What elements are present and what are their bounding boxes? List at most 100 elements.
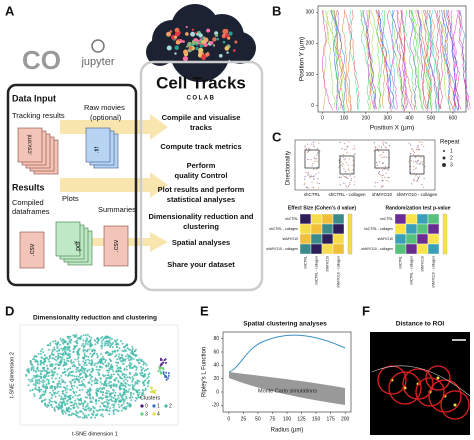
tsne-point xyxy=(52,381,55,384)
tsne-point xyxy=(61,404,63,407)
point xyxy=(351,164,353,166)
tsne-point xyxy=(129,394,132,397)
tsne-point xyxy=(58,404,60,407)
tsne-point xyxy=(101,393,104,396)
heat-cell xyxy=(332,223,345,235)
tsne-point xyxy=(127,390,130,393)
tsne-point xyxy=(100,382,103,385)
tsne-point xyxy=(120,387,123,390)
tsne-point xyxy=(115,361,118,364)
tsne-point xyxy=(91,367,94,370)
tsne-point xyxy=(125,355,128,358)
tsne-point xyxy=(76,414,79,417)
heat-cell xyxy=(405,213,418,225)
tsne-point xyxy=(49,400,52,403)
point xyxy=(410,172,412,174)
tsne-point xyxy=(46,406,49,408)
tsne-point xyxy=(99,408,102,411)
tsne-point xyxy=(82,334,85,337)
tsne-point xyxy=(107,390,110,393)
tsne-point xyxy=(44,385,47,388)
heat-cell xyxy=(416,223,429,235)
point xyxy=(413,172,415,174)
track xyxy=(322,9,329,111)
tsne-point xyxy=(83,371,86,374)
tsne-point xyxy=(125,395,128,398)
tsne-point xyxy=(88,368,91,371)
point xyxy=(420,161,422,163)
tsne-point xyxy=(110,376,113,379)
tsne-point xyxy=(99,381,102,383)
tsne-point xyxy=(66,400,69,403)
point xyxy=(382,151,384,153)
tsne-point xyxy=(106,369,109,372)
tsne-point xyxy=(106,409,109,412)
tsne-point xyxy=(49,344,52,347)
track xyxy=(378,9,392,109)
tsne-point xyxy=(125,408,127,411)
tsne-point xyxy=(119,359,122,362)
legend-label: 2 xyxy=(169,403,172,409)
tsne-point xyxy=(129,365,132,367)
tsne-point xyxy=(45,383,48,386)
tsne-point xyxy=(89,394,91,397)
y-tick-label: 100 xyxy=(306,72,315,78)
tsne-point xyxy=(167,377,170,380)
point xyxy=(353,145,356,147)
tsne-point xyxy=(105,365,108,368)
tsne-point xyxy=(57,352,60,355)
tsne-point xyxy=(44,402,47,405)
point xyxy=(346,186,348,188)
tsne-point xyxy=(95,379,98,381)
tsne-point xyxy=(59,362,62,365)
cloud-dot xyxy=(170,34,176,40)
tsne-point xyxy=(129,352,132,355)
track xyxy=(359,9,370,111)
tsne-point xyxy=(117,379,120,382)
ripley-curves xyxy=(228,334,346,405)
legend-marker xyxy=(442,163,446,167)
tsne-point xyxy=(36,361,39,364)
tsne-point xyxy=(46,357,49,359)
heat-cell xyxy=(405,243,418,255)
tsne-point xyxy=(125,391,128,394)
x-tick-label: 0 xyxy=(321,115,324,121)
point xyxy=(423,177,425,180)
tsne-point xyxy=(121,359,124,362)
tsne-point xyxy=(63,368,66,370)
tsne-point xyxy=(66,348,69,351)
point xyxy=(382,174,384,176)
point xyxy=(312,187,315,189)
track xyxy=(458,9,471,109)
point xyxy=(307,171,309,174)
tsne-point xyxy=(60,374,63,377)
tsne-point xyxy=(66,369,69,372)
tsne-point xyxy=(71,365,74,368)
heat-cell xyxy=(332,233,345,245)
point xyxy=(352,159,354,162)
tsne-point xyxy=(65,340,67,343)
step-label: Share your dataset xyxy=(167,260,235,269)
tsne-point xyxy=(43,354,46,357)
tsne-point xyxy=(61,381,64,383)
point xyxy=(315,173,317,175)
tsne-point xyxy=(100,396,103,399)
tsne-point xyxy=(62,347,65,350)
cloud-dot xyxy=(195,41,199,45)
tsne-point xyxy=(66,408,68,411)
tsne-point xyxy=(47,404,50,407)
tsne-point xyxy=(108,358,111,361)
tsne-point xyxy=(39,370,42,373)
step-label: tracks xyxy=(190,123,212,132)
tsne-point xyxy=(48,401,51,404)
point xyxy=(385,172,387,174)
tsne-point xyxy=(101,402,104,405)
point xyxy=(381,156,383,159)
tsne-point xyxy=(109,386,112,389)
tsne-point xyxy=(77,369,80,372)
tsne-point xyxy=(59,337,62,340)
point xyxy=(318,142,320,144)
point xyxy=(384,146,386,148)
tsne-point xyxy=(130,356,133,359)
tsne-point xyxy=(80,335,83,338)
